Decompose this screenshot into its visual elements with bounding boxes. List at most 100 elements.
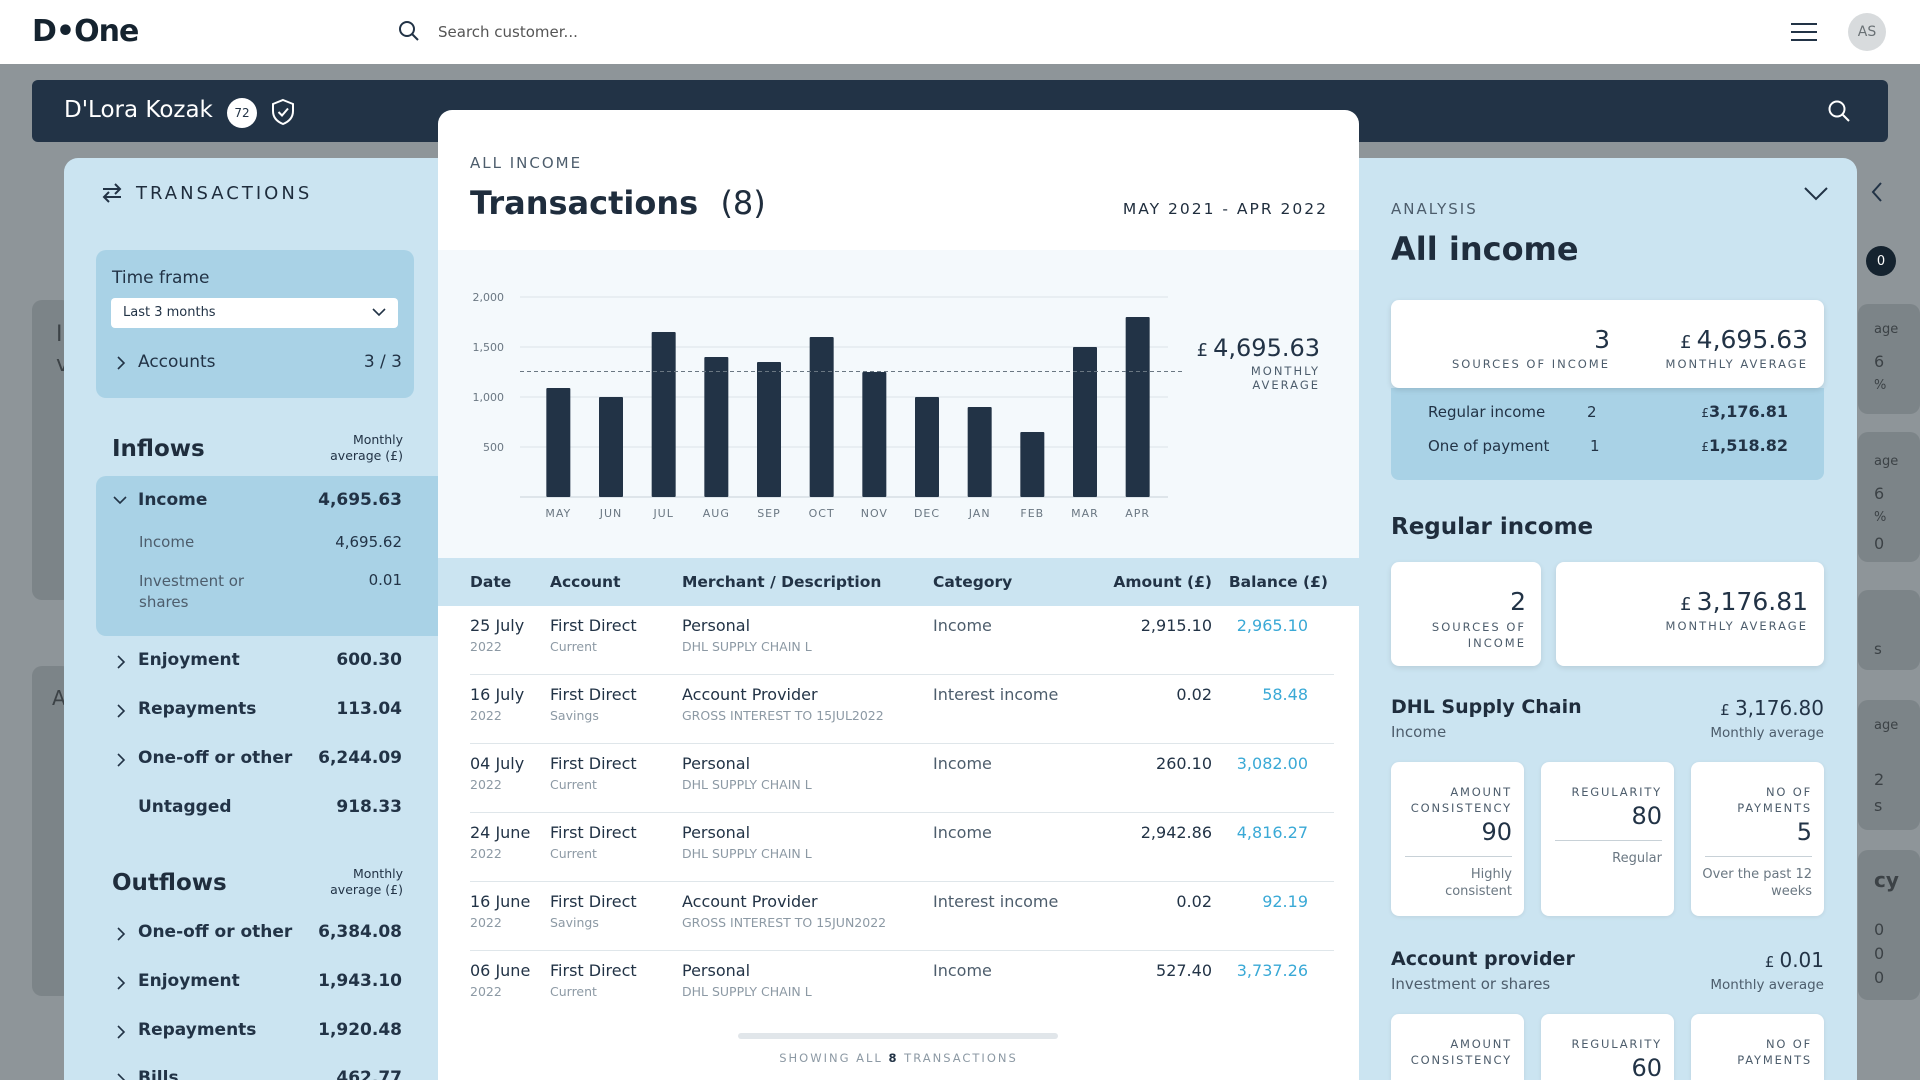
metric-card-consistency: AMOUNT CONSISTENCY 90 Highly consistent [1391, 762, 1524, 916]
outflow-row-enjoyment[interactable]: Enjoyment 1,943.10 [116, 971, 402, 995]
y-tick-label: 1,500 [473, 341, 505, 354]
bar-dec [915, 397, 939, 497]
chevron-down-icon [113, 496, 127, 505]
currency-symbol: £ [1720, 701, 1730, 719]
row-date: 24 June [470, 823, 531, 842]
column-header-category[interactable]: Category [933, 573, 1013, 591]
row-balance: 3,737.26 [1236, 961, 1308, 980]
chevron-right-icon [117, 704, 126, 718]
outflow-row-repayments[interactable]: Repayments 1,920.48 [116, 1020, 402, 1044]
inflows-heading: Inflows [112, 436, 205, 462]
x-tick-label: JUN [599, 507, 623, 520]
background-text: % [1874, 378, 1887, 393]
metric-divider [1405, 856, 1512, 857]
background-text: age [1874, 454, 1899, 469]
x-tick-label: MAY [545, 507, 571, 520]
chevron-right-icon [117, 927, 126, 941]
table-row[interactable]: 24 June 2022 First Direct Current Personal… [470, 813, 1334, 882]
table-row[interactable]: 25 July 2022 First Direct Current Personal… [470, 606, 1334, 675]
regular-income-heading: Regular income [1391, 514, 1594, 540]
bar-aug [704, 357, 729, 497]
column-header-amount[interactable]: Amount (£) [1113, 573, 1212, 591]
chevron-right-icon [117, 1073, 126, 1080]
x-tick-label: JUL [652, 507, 673, 520]
breakdown-amount: £3,176.81 [1680, 402, 1788, 421]
customer-search-icon[interactable] [1826, 98, 1852, 124]
subcategory-value: 0.01 [368, 571, 402, 589]
row-balance: 3,082.00 [1236, 754, 1308, 773]
row-merchant: Personal [682, 616, 751, 635]
metric-divider [1555, 840, 1662, 841]
search-icon[interactable] [398, 20, 420, 42]
currency-symbol: £ [1196, 340, 1209, 361]
row-amount: 0.02 [1176, 685, 1212, 704]
chevron-down-icon[interactable] [1803, 186, 1829, 202]
table-row[interactable]: 06 June 2022 First Direct Current Personal… [470, 951, 1334, 1020]
row-category: Income [933, 616, 992, 635]
row-year: 2022 [470, 639, 502, 654]
timeframe-filter: Time frame Last 3 months Accounts 3 / 3 [96, 250, 414, 398]
customer-search-input[interactable] [438, 20, 958, 44]
subcategory-label[interactable]: Income [139, 533, 195, 551]
income-breakdown [1391, 388, 1824, 480]
row-merchant: Account Provider [682, 892, 818, 911]
subcategory-label[interactable]: Investment or shares [139, 572, 245, 611]
app-logo[interactable]: D•One [32, 14, 139, 49]
table-row[interactable]: 16 July 2022 First Direct Savings Account … [470, 675, 1334, 744]
income-category-row[interactable]: Income 4,695.63 [112, 490, 402, 514]
timeframe-select[interactable]: Last 3 months [111, 298, 398, 328]
chevron-left-icon[interactable] [1868, 180, 1886, 204]
category-value: 113.04 [336, 699, 402, 719]
column-header-account[interactable]: Account [550, 573, 621, 591]
detail-overline: ALL INCOME [470, 154, 583, 172]
table-row[interactable]: 16 June 2022 First Direct Savings Account … [470, 882, 1334, 951]
regular-sources-card [1391, 562, 1541, 666]
showing-prefix: SHOWING ALL [779, 1051, 883, 1065]
category-row-one-off[interactable]: One-off or other 6,244.09 [116, 748, 402, 772]
row-year: 2022 [470, 777, 502, 792]
breakdown-label: Regular income [1428, 403, 1546, 421]
bar-sep [757, 362, 781, 497]
column-header-merchant[interactable]: Merchant / Description [682, 573, 882, 591]
category-value: 918.33 [336, 797, 402, 817]
source-name[interactable]: Account provider [1391, 948, 1575, 970]
background-card-right-4 [1858, 700, 1920, 830]
row-category: Income [933, 754, 992, 773]
column-header-date[interactable]: Date [470, 573, 512, 591]
analysis-title: All income [1391, 230, 1579, 268]
row-date: 25 July [470, 616, 525, 635]
table-header: Date Account Merchant / Description Cate… [438, 558, 1359, 606]
category-label: Enjoyment [138, 650, 240, 670]
table-scrollbar[interactable] [738, 1033, 1058, 1039]
row-description: DHL SUPPLY CHAIN L [682, 846, 812, 861]
category-row-enjoyment[interactable]: Enjoyment 600.30 [116, 650, 402, 674]
x-tick-label: AUG [703, 507, 730, 520]
regular-sources-count: 2 [1440, 587, 1526, 616]
regular-average: £ 3,176.81 [1620, 587, 1808, 616]
source-name[interactable]: DHL Supply Chain [1391, 696, 1582, 718]
background-card-right-1 [1858, 304, 1920, 414]
metric-value: 80 [1631, 802, 1662, 830]
income-bar-chart: 2,000 1,500 1,000 500 MAY JUN JUL AUG SEP OCT NOV D… [473, 291, 1184, 520]
user-avatar[interactable]: AS [1848, 13, 1886, 51]
chevron-right-icon [117, 1025, 126, 1039]
sources-value: 2 [1510, 587, 1526, 616]
background-text: 6 [1874, 352, 1885, 371]
timeframe-value: Last 3 months [123, 305, 216, 320]
category-label: Untagged [138, 797, 232, 817]
accounts-filter-row[interactable]: Accounts 3 / 3 [112, 350, 402, 376]
table-row[interactable]: 04 July 2022 First Direct Current Personal… [470, 744, 1334, 813]
column-header-balance[interactable]: Balance (£) [1228, 573, 1328, 591]
background-text: age [1874, 718, 1899, 733]
background-letter: I [56, 322, 63, 347]
background-card-right-3 [1858, 590, 1920, 670]
bar-nov [862, 372, 887, 497]
outflow-row-one-off[interactable]: One-off or other 6,384.08 [116, 922, 402, 946]
category-row-repayments[interactable]: Repayments 113.04 [116, 699, 402, 723]
amount-value: 0.01 [1779, 948, 1824, 972]
row-account-type: Current [550, 777, 597, 792]
category-row-untagged[interactable]: Untagged 918.33 [116, 797, 402, 821]
showing-count: 8 [888, 1051, 899, 1065]
menu-icon[interactable] [1791, 22, 1817, 42]
outflow-row-bills[interactable]: Bills 462.77 [116, 1068, 402, 1080]
